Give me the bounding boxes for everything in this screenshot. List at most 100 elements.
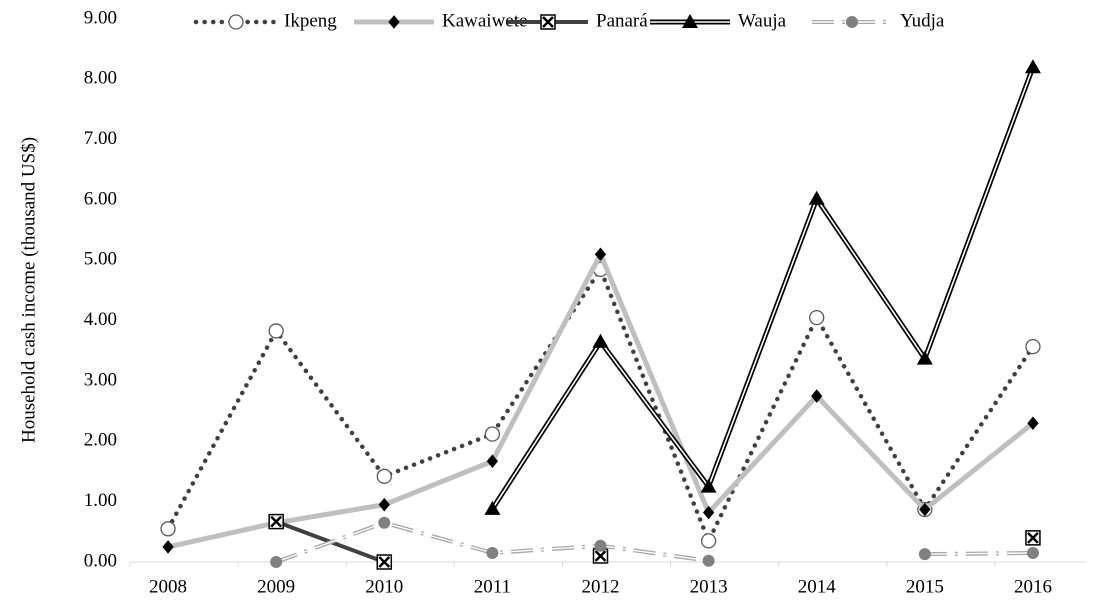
marker-part [700,478,717,493]
marker [160,521,176,537]
marker [592,333,609,348]
marker-part [702,554,715,567]
marker-part [916,350,933,365]
x-tick-label: 2015 [906,576,944,597]
marker-part [811,389,823,403]
marker [846,16,858,28]
marker-part [268,323,284,339]
y-axis-label: Household cash income (thousand US$) [18,137,39,443]
marker-part [270,515,283,528]
marker [594,247,607,262]
marker [919,502,931,517]
marker-part [1027,416,1039,431]
marker-part [1027,531,1039,544]
marker [1027,416,1039,431]
marker-part [388,15,400,29]
marker-part [594,550,607,562]
marker-part [592,333,609,348]
y-tick-label: 5.00 [84,249,117,270]
marker-part [918,548,931,561]
y-tick-label: 4.00 [84,309,117,330]
y-tick-label: 9.00 [84,7,117,28]
marker-part [594,247,607,262]
marker-part [808,190,825,205]
marker [162,540,174,554]
marker-part [270,556,283,568]
marker-part [809,309,825,326]
marker [682,14,698,28]
marker [540,14,556,30]
marker-part [702,505,715,520]
marker-part [378,497,390,512]
x-tick-label: 2009 [257,576,295,597]
marker [270,556,283,568]
x-tick-label: 2011 [474,576,511,597]
x-tick-label: 2008 [149,576,187,597]
marker [702,554,715,567]
legend-label: Wauja [738,10,787,31]
series-line-path [165,267,1036,544]
marker [700,533,717,549]
x-tick-label: 2010 [365,576,403,597]
legend-label: Yudja [900,10,945,31]
series-line [167,251,1035,550]
series-line-inner [491,66,1034,510]
marker-part [378,556,391,568]
y-tick-label: 7.00 [84,128,117,149]
marker-part [1024,59,1041,74]
marker [484,426,501,442]
marker-part [160,521,176,537]
series-line [275,520,1033,564]
marker-part [700,533,717,549]
series-line-inner [275,522,1033,563]
series-line-path [167,251,1035,550]
marker [918,548,931,561]
marker-part [376,468,392,484]
marker [268,513,284,530]
marker-part [484,500,501,515]
marker [378,497,390,512]
x-tick-label: 2012 [582,576,620,597]
marker [700,478,717,493]
marker-part [486,454,499,469]
marker [811,389,823,403]
marker [808,190,825,205]
x-tick-label: 2016 [1014,576,1052,597]
marker [484,500,501,515]
marker [916,350,933,365]
series-line [490,66,1036,511]
marker-part [594,539,607,552]
marker [486,546,499,559]
marker [376,554,393,570]
marker-part [228,14,244,30]
legend-label: Panará [596,10,648,31]
marker [378,516,391,529]
marker [486,454,499,469]
y-tick-label: 0.00 [84,550,117,571]
marker-part [484,426,501,442]
legend-label: Ikpeng [284,10,337,31]
y-tick-label: 3.00 [84,369,117,390]
y-tick-label: 2.00 [84,430,117,451]
marker [1025,338,1041,355]
legend-label: Kawaiwete [442,10,527,31]
marker [228,14,244,30]
series-line [165,267,1036,544]
marker [1026,546,1039,559]
y-tick-label: 6.00 [84,188,117,209]
marker-part [1026,546,1039,559]
y-tick-label: 1.00 [84,490,117,511]
y-tick-label: 8.00 [84,68,117,89]
marker-part [542,16,554,28]
marker-part [486,546,499,559]
x-tick-label: 2014 [798,576,837,597]
marker-part [919,502,931,517]
marker [1024,59,1041,74]
marker [594,539,607,552]
marker-part [1025,338,1041,355]
marker [809,309,825,326]
marker [268,323,284,339]
marker [1025,530,1041,546]
marker-part [162,540,174,554]
